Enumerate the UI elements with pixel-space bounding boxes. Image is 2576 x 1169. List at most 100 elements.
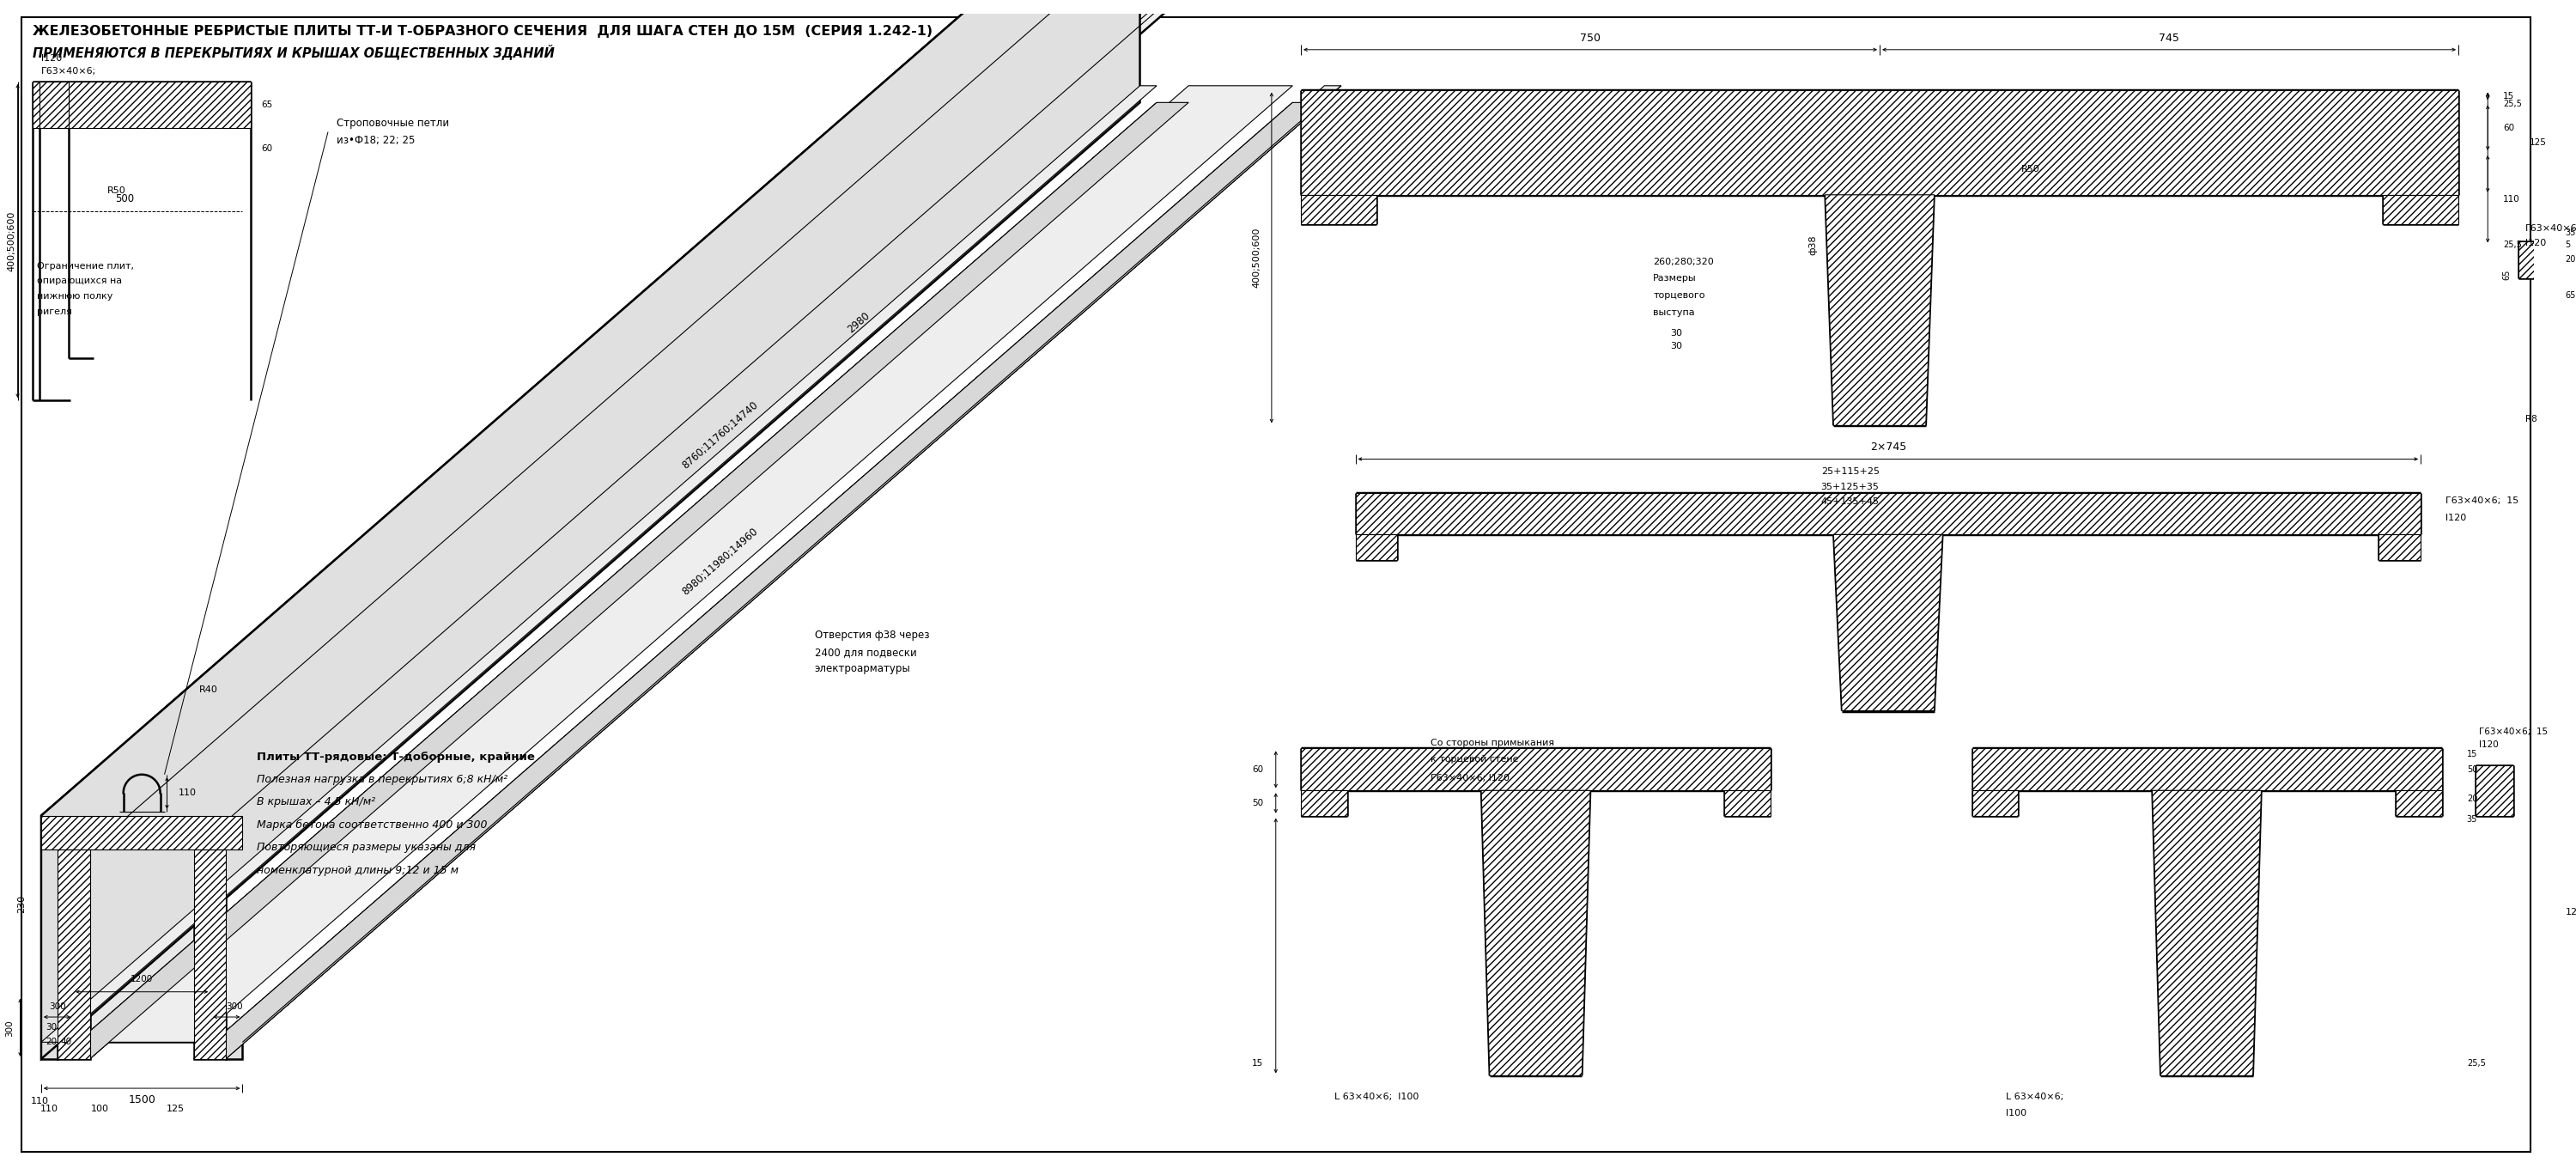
Text: 50: 50 [2468, 766, 2478, 774]
Text: 20: 20 [46, 1038, 57, 1046]
Text: 35: 35 [2468, 816, 2478, 824]
Text: из•Ф18; 22; 25: из•Ф18; 22; 25 [337, 134, 415, 146]
Text: 745: 745 [2159, 33, 2179, 43]
Polygon shape [39, 82, 70, 127]
Text: 60: 60 [2504, 124, 2514, 132]
Text: 110: 110 [31, 1097, 49, 1105]
Text: опирающихся на: опирающихся на [36, 277, 121, 285]
Polygon shape [2383, 195, 2458, 224]
Text: 110: 110 [2504, 195, 2519, 203]
Text: 260;280;320: 260;280;320 [1654, 257, 1713, 267]
Text: 500: 500 [116, 193, 134, 205]
Text: 25+115+25: 25+115+25 [1821, 468, 1880, 476]
Text: 60: 60 [1252, 766, 1262, 774]
Polygon shape [2519, 241, 2548, 278]
Polygon shape [90, 85, 1293, 1043]
Polygon shape [1301, 90, 2458, 195]
Text: 400;500;600: 400;500;600 [8, 210, 15, 271]
Polygon shape [33, 82, 250, 127]
Text: к торцевой стене: к торцевой стене [1430, 755, 1520, 763]
Text: 1500: 1500 [129, 1094, 155, 1106]
Polygon shape [57, 103, 1188, 1059]
Text: торцевого: торцевого [1654, 291, 1705, 299]
Text: 20: 20 [2566, 255, 2576, 264]
Text: выступа: выступа [1654, 307, 1695, 317]
Polygon shape [41, 816, 242, 849]
Text: 15: 15 [2468, 750, 2478, 759]
Text: 2980: 2980 [845, 310, 873, 334]
Text: 110: 110 [41, 1105, 59, 1114]
Polygon shape [1301, 748, 1770, 790]
Polygon shape [2476, 766, 2514, 816]
Polygon shape [41, 816, 242, 849]
Polygon shape [41, 1043, 57, 1059]
Polygon shape [41, 0, 1342, 816]
Polygon shape [1834, 534, 1942, 711]
Text: Полезная нагрузка в перекрытиях 6;8 кН/м²: Полезная нагрузка в перекрытиях 6;8 кН/м… [258, 774, 507, 786]
Text: Со стороны примыкания: Со стороны примыкания [1430, 739, 1556, 747]
Text: L 63×40×6;  l100: L 63×40×6; l100 [1334, 1092, 1419, 1101]
Text: 8760;11760;14740: 8760;11760;14740 [680, 400, 760, 471]
Text: 25,5: 25,5 [2504, 99, 2522, 109]
Text: l120: l120 [2478, 740, 2499, 748]
Text: 35: 35 [2566, 228, 2576, 237]
Text: 65: 65 [2566, 291, 2576, 299]
Polygon shape [1355, 534, 1396, 560]
Text: 2×745: 2×745 [1870, 442, 1906, 452]
Polygon shape [193, 103, 1324, 1059]
Polygon shape [193, 849, 227, 1059]
Polygon shape [90, 849, 193, 1043]
Text: 20: 20 [2468, 795, 2478, 803]
Polygon shape [227, 85, 1342, 1043]
Text: l120: l120 [41, 54, 62, 62]
Text: 25,5: 25,5 [2504, 241, 2522, 249]
Text: 45+135+45: 45+135+45 [1821, 498, 1880, 506]
Polygon shape [1973, 790, 2017, 816]
Text: 50: 50 [1252, 798, 1262, 808]
Text: 40: 40 [62, 1038, 72, 1046]
Text: Плиты ТТ-рядовые; Т-доборные, крайние: Плиты ТТ-рядовые; Т-доборные, крайние [258, 752, 536, 762]
Text: l120: l120 [2524, 240, 2545, 248]
Text: нижнюю полку: нижнюю полку [36, 292, 113, 300]
Text: L 63×40×6;: L 63×40×6; [2007, 1092, 2063, 1101]
Polygon shape [1826, 195, 1935, 426]
Text: 300: 300 [227, 1003, 242, 1011]
Text: R8: R8 [2524, 415, 2537, 423]
Text: ф38: ф38 [1808, 235, 1816, 255]
Text: 15: 15 [1252, 1059, 1262, 1067]
Text: 400;500;600: 400;500;600 [1252, 228, 1260, 288]
Text: Г63×40×6;  15: Г63×40×6; 15 [2445, 497, 2519, 505]
Polygon shape [41, 0, 1141, 1059]
Text: 300: 300 [5, 1019, 13, 1037]
Text: Отверстия ф38 через: Отверстия ф38 через [814, 630, 930, 641]
Polygon shape [1973, 748, 2442, 790]
Text: 35+125+35: 35+125+35 [1821, 483, 1880, 491]
Text: R50: R50 [108, 186, 126, 195]
Text: Г63×40×6; l120: Г63×40×6; l120 [1430, 774, 1510, 782]
Text: 125: 125 [2530, 138, 2548, 147]
Text: Размеры: Размеры [1654, 275, 1698, 283]
Text: 60: 60 [260, 144, 273, 153]
Text: 5: 5 [2566, 241, 2571, 249]
Text: Марка бетона соответственно 400 и 300: Марка бетона соответственно 400 и 300 [258, 819, 487, 830]
Text: l120: l120 [2445, 513, 2468, 523]
Text: 30: 30 [1669, 341, 1682, 350]
Text: 230: 230 [18, 894, 26, 913]
Text: В крышах – 4,5 кН/м²: В крышах – 4,5 кН/м² [258, 796, 376, 808]
Polygon shape [2154, 790, 2262, 1075]
Text: R50: R50 [2022, 165, 2040, 174]
Text: электроарматуры: электроарматуры [814, 663, 909, 675]
Text: 300: 300 [49, 1003, 64, 1011]
Text: Ограничение плит,: Ограничение плит, [36, 262, 134, 270]
Polygon shape [1481, 790, 1589, 1075]
Text: 15: 15 [2504, 91, 2514, 101]
Text: R40: R40 [198, 685, 219, 694]
Text: Г63×40×6;: Г63×40×6; [2524, 224, 2576, 233]
Text: 65: 65 [260, 101, 273, 109]
Text: 100: 100 [90, 1105, 108, 1114]
Text: 1200: 1200 [131, 975, 152, 983]
Polygon shape [1723, 790, 1770, 816]
Text: 30: 30 [1669, 328, 1682, 338]
Text: l100: l100 [2007, 1109, 2027, 1118]
Text: 2400 для подвески: 2400 для подвески [814, 646, 917, 658]
